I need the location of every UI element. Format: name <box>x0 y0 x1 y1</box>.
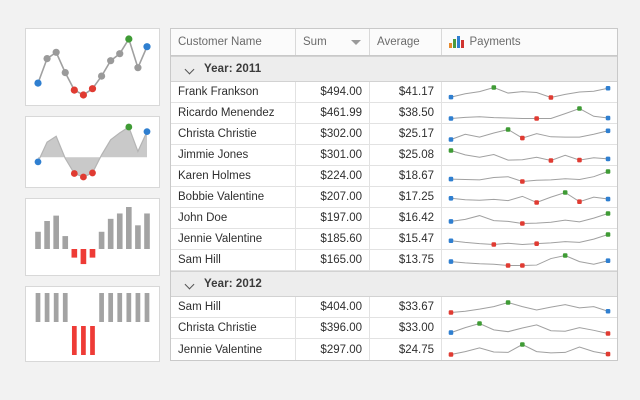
table-row[interactable]: Karen Holmes $224.00 $18.67 <box>171 166 617 187</box>
cell-average: $33.00 <box>369 318 441 338</box>
payments-data-grid: Customer Name Sum Average Payments Year:… <box>170 28 618 361</box>
cell-customer-name: Jimmie Jones <box>178 149 249 161</box>
cell-average: $17.25 <box>369 187 441 207</box>
column-header-customer-name[interactable]: Customer Name <box>171 29 295 55</box>
group-header-label: Year: 2011 <box>204 63 262 75</box>
grid-body: Year: 2011 Frank Frankson $494.00 $41.17 Ric… <box>171 56 617 360</box>
cell-average: $15.47 <box>369 229 441 249</box>
table-row[interactable]: Frank Frankson $494.00 $41.17 <box>171 82 617 103</box>
cell-customer-name: Sam Hill <box>178 254 221 266</box>
group-header-row[interactable]: Year: 2011 <box>171 56 617 82</box>
cell-payments-sparkline[interactable] <box>441 166 617 186</box>
cell-payments-sparkline[interactable] <box>441 229 617 249</box>
column-header-average[interactable]: Average <box>369 29 441 55</box>
area-sparkline-preview[interactable] <box>25 116 160 188</box>
table-row[interactable]: Christa Christie $302.00 $25.17 <box>171 124 617 145</box>
cell-payments-sparkline[interactable] <box>441 250 617 270</box>
cell-sum: $297.00 <box>295 339 369 360</box>
column-header-average-label: Average <box>377 36 420 48</box>
cell-average: $13.75 <box>369 250 441 270</box>
cell-average: $38.50 <box>369 103 441 123</box>
cell-sum: $207.00 <box>295 187 369 207</box>
cell-payments-sparkline[interactable] <box>441 145 617 165</box>
cell-sum: $494.00 <box>295 82 369 102</box>
chevron-down-icon[interactable] <box>185 279 196 290</box>
column-header-payments-label: Payments <box>469 36 521 48</box>
cell-sum: $461.99 <box>295 103 369 123</box>
cell-sum: $396.00 <box>295 318 369 338</box>
column-header-payments[interactable]: Payments <box>441 29 617 55</box>
cell-average: $18.67 <box>369 166 441 186</box>
chevron-down-icon[interactable] <box>185 64 196 75</box>
cell-payments-sparkline[interactable] <box>441 339 617 360</box>
cell-sum: $301.00 <box>295 145 369 165</box>
cell-customer-name: Frank Frankson <box>178 86 259 98</box>
cell-sum: $302.00 <box>295 124 369 144</box>
cell-sum: $224.00 <box>295 166 369 186</box>
cell-payments-sparkline[interactable] <box>441 208 617 228</box>
table-row[interactable]: Ricardo Menendez $461.99 $38.50 <box>171 103 617 124</box>
cell-customer-name: Bobbie Valentine <box>178 191 265 203</box>
cell-average: $33.67 <box>369 297 441 317</box>
cell-customer-name: Sam Hill <box>178 301 221 313</box>
group-header-row[interactable]: Year: 2012 <box>171 271 617 297</box>
cell-customer-name: John Doe <box>178 212 228 224</box>
cell-customer-name: Christa Christie <box>178 128 257 140</box>
cell-sum: $165.00 <box>295 250 369 270</box>
cell-average: $25.08 <box>369 145 441 165</box>
cell-sum: $185.60 <box>295 229 369 249</box>
cell-customer-name: Jennie Valentine <box>178 343 263 356</box>
cell-payments-sparkline[interactable] <box>441 318 617 338</box>
bar-sparkline-preview[interactable] <box>25 198 160 276</box>
table-row[interactable]: Bobbie Valentine $207.00 $17.25 <box>171 187 617 208</box>
cell-average: $24.75 <box>369 339 441 360</box>
cell-average: $41.17 <box>369 82 441 102</box>
column-header-customer-name-label: Customer Name <box>178 36 262 48</box>
group-header-label: Year: 2012 <box>204 278 262 290</box>
sort-descending-icon[interactable] <box>351 40 361 45</box>
grid-header-row: Customer Name Sum Average Payments <box>171 29 617 56</box>
column-header-sum[interactable]: Sum <box>295 29 369 55</box>
cell-average: $16.42 <box>369 208 441 228</box>
cell-customer-name: Karen Holmes <box>178 170 251 182</box>
cell-customer-name: Christa Christie <box>178 322 257 334</box>
cell-average: $25.17 <box>369 124 441 144</box>
cell-customer-name: Jennie Valentine <box>178 233 263 245</box>
cell-payments-sparkline[interactable] <box>441 124 617 144</box>
winloss-sparkline-preview[interactable] <box>25 286 160 362</box>
table-row[interactable]: Christa Christie $396.00 $33.00 <box>171 318 617 339</box>
table-row[interactable]: Sam Hill $165.00 $13.75 <box>171 250 617 271</box>
line-sparkline-preview[interactable] <box>25 28 160 106</box>
table-row[interactable]: Sam Hill $404.00 $33.67 <box>171 297 617 318</box>
cell-sum: $197.00 <box>295 208 369 228</box>
cell-customer-name: Ricardo Menendez <box>178 107 275 119</box>
table-row[interactable]: Jennie Valentine $297.00 $24.75 <box>171 339 617 360</box>
column-header-sum-label: Sum <box>303 36 327 48</box>
table-row[interactable]: Jennie Valentine $185.60 $15.47 <box>171 229 617 250</box>
table-row[interactable]: Jimmie Jones $301.00 $25.08 <box>171 145 617 166</box>
table-row[interactable]: John Doe $197.00 $16.42 <box>171 208 617 229</box>
cell-payments-sparkline[interactable] <box>441 297 617 317</box>
cell-payments-sparkline[interactable] <box>441 187 617 207</box>
sparkline-preview-list <box>25 28 160 362</box>
bar-chart-icon <box>449 36 464 48</box>
cell-payments-sparkline[interactable] <box>441 103 617 123</box>
cell-payments-sparkline[interactable] <box>441 82 617 102</box>
cell-sum: $404.00 <box>295 297 369 317</box>
